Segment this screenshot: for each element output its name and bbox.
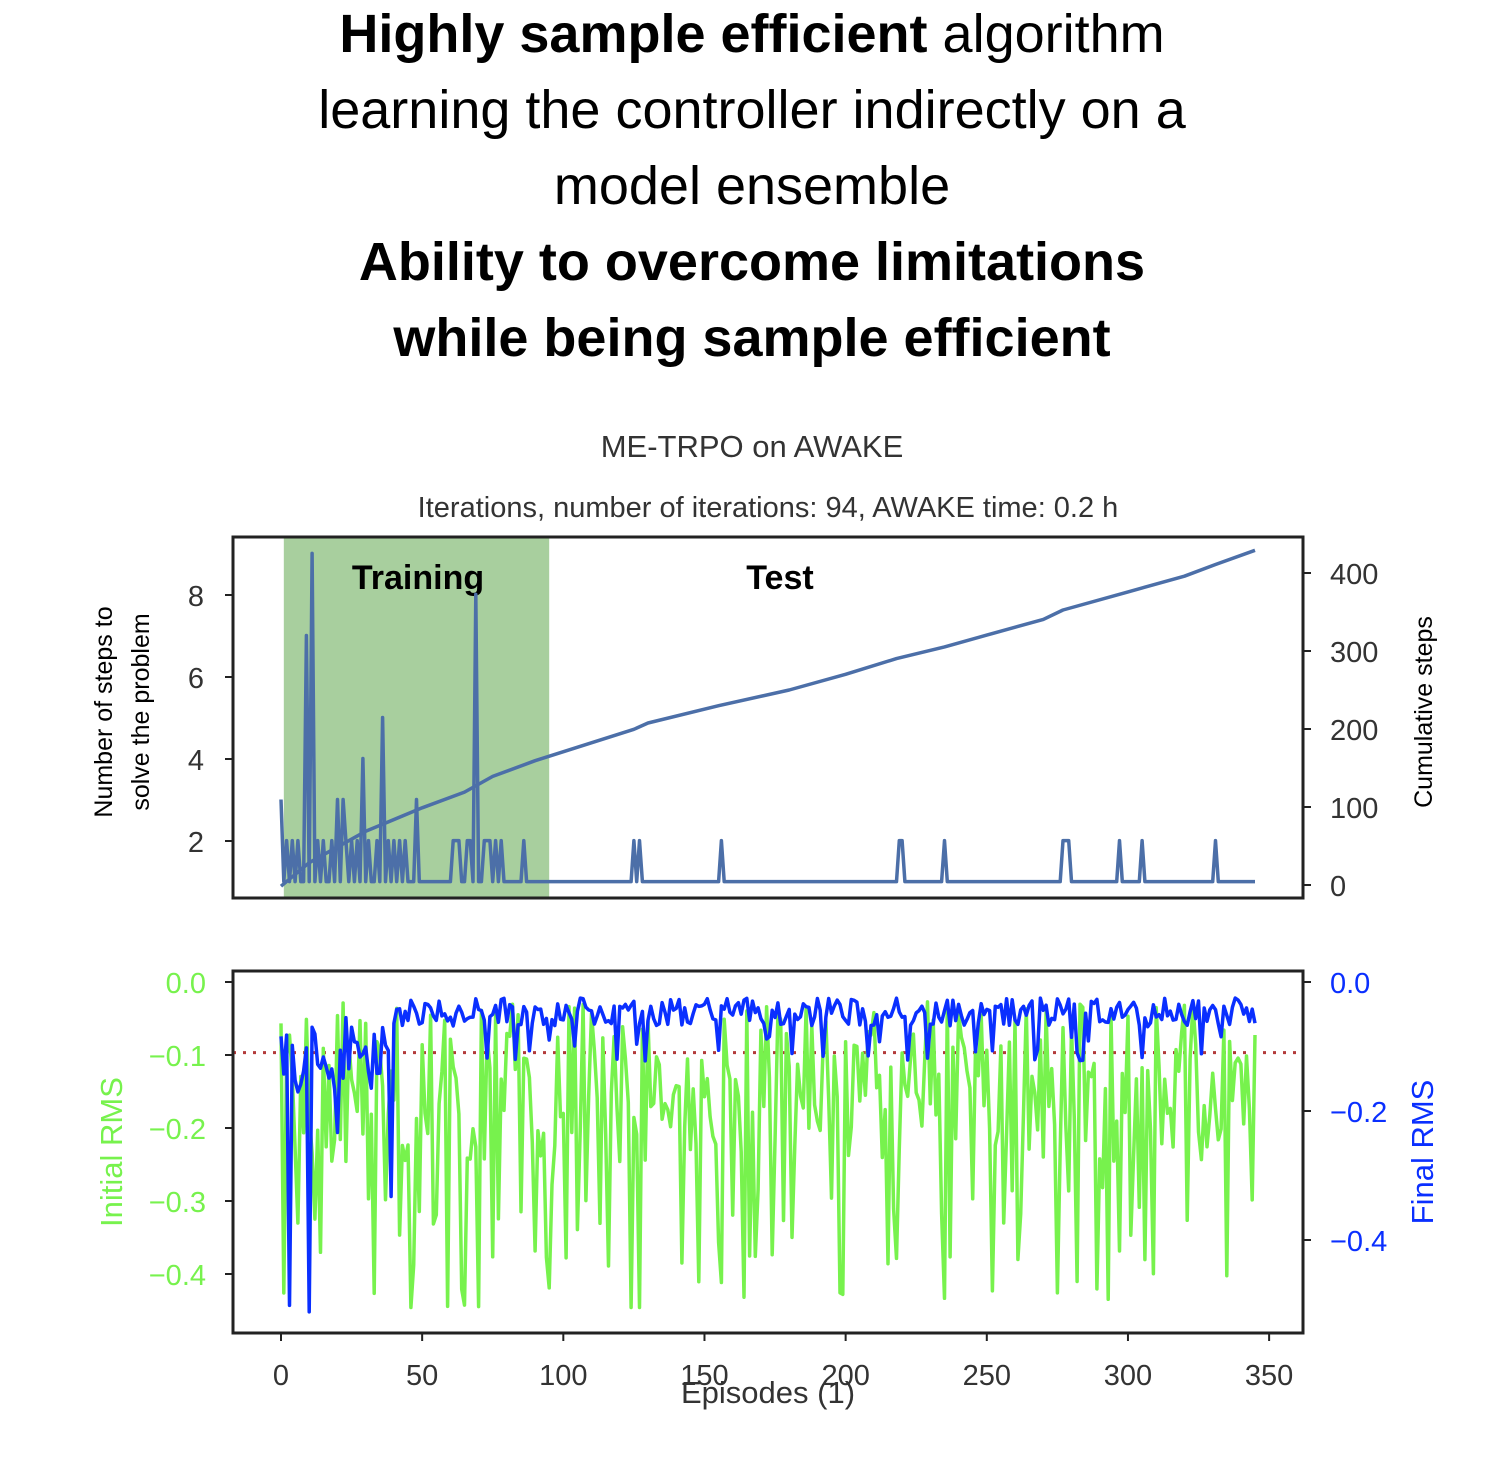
xtick-label: 150	[680, 1360, 728, 1392]
heading-line-4-text: Ability to overcome limitations	[358, 232, 1146, 292]
ytick-label: 8	[188, 581, 204, 613]
rms-panel-frame	[231, 969, 1305, 1335]
ytick-label: 300	[1330, 637, 1378, 669]
left-ylabel-part-2: solve the problem	[127, 613, 155, 810]
ytick-label: 0	[1330, 871, 1346, 903]
initial-rms-line	[279, 1000, 1257, 1310]
heading-line-5: while being sample efficient	[0, 300, 1504, 376]
xtick-label: 50	[406, 1360, 438, 1392]
slide-heading: Highly sample efficient algorithm learni…	[0, 0, 1504, 376]
test-label: Test	[746, 559, 813, 597]
xtick-label: 250	[963, 1360, 1011, 1392]
final-rms-ylabel: Final RMS	[1405, 1080, 1440, 1225]
heading-line-4: Ability to overcome limitations	[0, 224, 1504, 300]
heading-line-2: learning the controller indirectly on a	[318, 80, 1186, 140]
rms-panel: 0.0 −0.1 −0.2 −0.3 −0.4 0.0 −0.2 −0.4 In…	[94, 968, 1440, 1335]
steps-panel-frame	[231, 535, 1305, 900]
ytick-label: −0.3	[149, 1187, 206, 1219]
right-ylabel: Cumulative steps	[1410, 616, 1438, 808]
training-label: Training	[352, 559, 484, 597]
initial-rms-ylabel: Initial RMS	[94, 1077, 129, 1227]
ytick-label: 0.0	[1330, 968, 1370, 1000]
ytick-label: 400	[1330, 559, 1378, 591]
left-ylabel-line-1: Number of steps to	[90, 606, 118, 817]
xtick-label: 0	[273, 1360, 289, 1392]
chart-subtitle: Iterations, number of iterations: 94, AW…	[418, 492, 1119, 524]
heading-line-5-text: while being sample efficient	[393, 308, 1111, 368]
ytick-label: 2	[188, 827, 204, 859]
cumulative-steps-line	[279, 548, 1256, 888]
left-ylabel-part-1: Number of steps to	[90, 606, 118, 817]
ytick-label: 0.0	[166, 968, 206, 1000]
right-rms-ticks: 0.0 −0.2 −0.4	[1303, 968, 1387, 1258]
x-axis-label: Episodes (1)	[681, 1375, 855, 1410]
left-rms-ticks: 0.0 −0.1 −0.2 −0.3 −0.4	[149, 968, 233, 1292]
final-rms-line	[279, 996, 1257, 1314]
left-ylabel-line-2: solve the problem	[127, 613, 155, 810]
heading-line-1-rest: algorithm	[927, 4, 1165, 64]
x-axis: 0 50 100 150 200 250 300 350	[273, 1333, 1293, 1392]
ytick-label: −0.2	[149, 1114, 206, 1146]
heading-line-3: model ensemble	[553, 156, 951, 216]
chart-title: ME-TRPO on AWAKE	[601, 429, 904, 464]
xtick-label: 100	[539, 1360, 587, 1392]
right-axis-ticks: 0 100 200 300 400	[1303, 559, 1378, 903]
heading-line-1: Highly sample efficient algorithm	[0, 0, 1504, 72]
xtick-label: 200	[821, 1360, 869, 1392]
xtick-label: 300	[1104, 1360, 1152, 1392]
ytick-label: 4	[188, 745, 204, 777]
left-axis-ticks: 2 4 6 8	[188, 581, 233, 859]
ytick-label: −0.2	[1330, 1097, 1387, 1129]
ytick-label: 6	[188, 663, 204, 695]
steps-panel: Training Test 2 4 6 8 0 100 200 300 400	[90, 535, 1438, 903]
ytick-label: 200	[1330, 715, 1378, 747]
ytick-label: −0.4	[149, 1260, 206, 1292]
ytick-label: 100	[1330, 793, 1378, 825]
ytick-label: −0.1	[149, 1041, 206, 1073]
steps-line	[279, 551, 1255, 884]
heading-bold-phrase: Highly sample efficient	[339, 4, 928, 64]
xtick-label: 350	[1245, 1360, 1293, 1392]
ytick-label: −0.4	[1330, 1226, 1387, 1258]
